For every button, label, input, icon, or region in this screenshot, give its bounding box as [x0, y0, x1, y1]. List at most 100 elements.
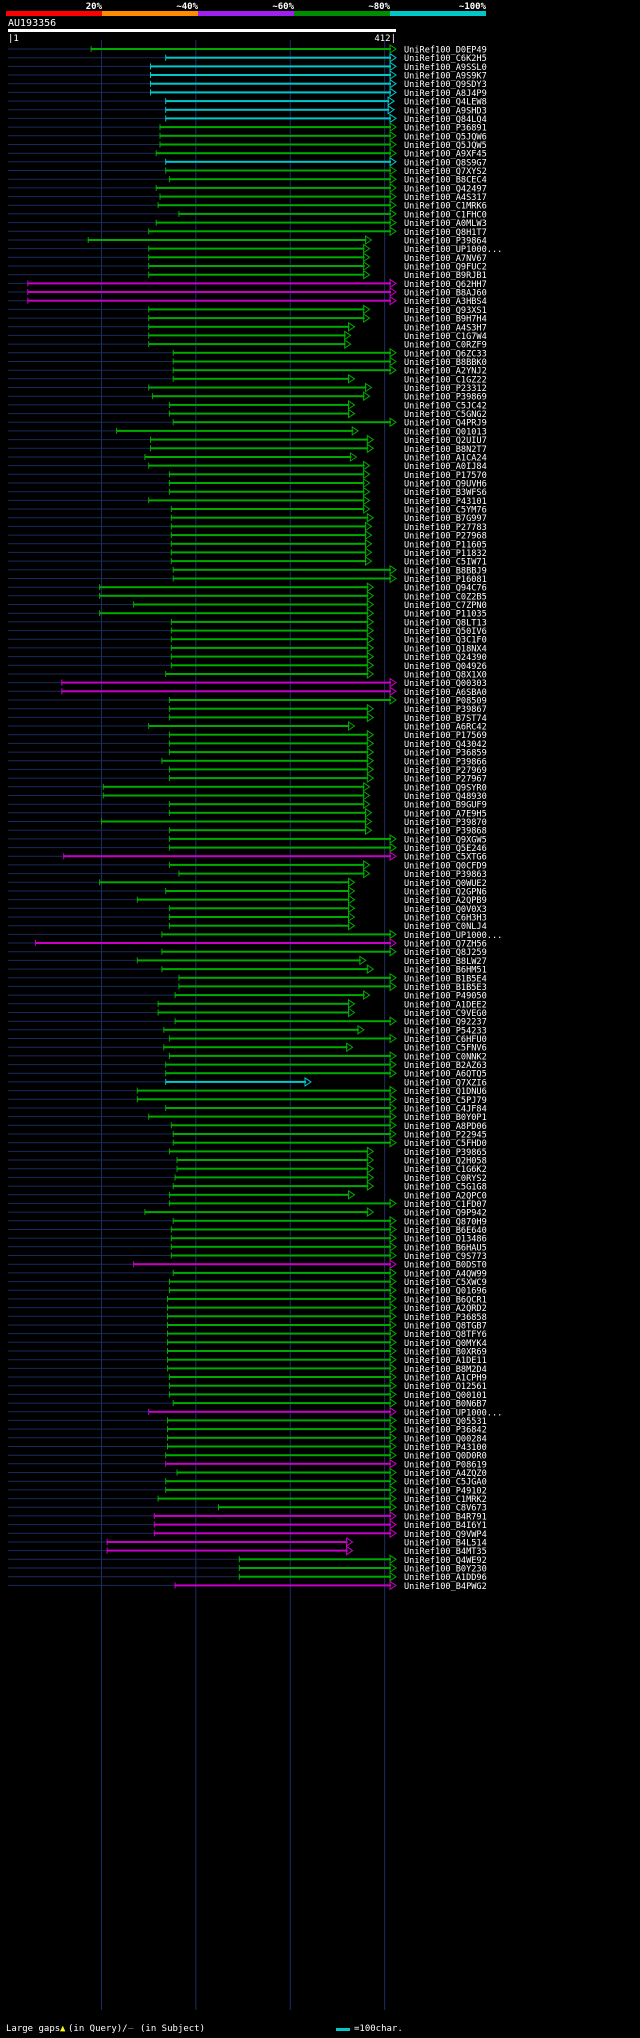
hit-label: UniRef100_Q4PRJ9 [404, 419, 487, 429]
hit-bar [169, 1289, 391, 1292]
hit-bar [171, 508, 365, 510]
hit-arrow-icon [365, 547, 373, 558]
hit-arrow-icon [389, 1198, 397, 1209]
hit-arrow-icon [389, 148, 397, 159]
hit-label: UniRef100_P23312 [404, 384, 487, 394]
hit-bar [167, 1358, 391, 1361]
hit-bar [160, 126, 391, 129]
hit-label: UniRef100_A1DD96 [404, 1573, 487, 1583]
hit-arrow-icon [366, 651, 375, 662]
hit-label: UniRef100_B4PWG2 [404, 1582, 487, 1592]
hit-label: UniRef100_O13486 [404, 1235, 487, 1245]
hit-arrow-icon [389, 1059, 397, 1070]
hit-arrow-icon [389, 833, 397, 844]
subject-gap-label: (in Subject) [140, 2024, 206, 2034]
footer-legend: Large gaps: ▲ (in Query)/ — (in Subject)… [0, 2018, 640, 2038]
hit-label: UniRef100_B0DST0 [404, 1261, 487, 1271]
hit-arrow-icon [389, 1563, 397, 1573]
hit-label: UniRef100_B0Y0P1 [404, 1113, 487, 1123]
hit-bar [154, 1532, 391, 1535]
hit-bar [88, 239, 367, 241]
hit-bar [165, 56, 391, 59]
hit-bar [171, 655, 369, 658]
hit-label: UniRef100_Q0WUE2 [404, 879, 487, 889]
hit-bar [163, 1046, 348, 1049]
hit-label: UniRef100_UP1000... [404, 1408, 502, 1418]
hit-arrow-icon [366, 764, 375, 775]
hit-bar [148, 247, 365, 250]
hit-bar [169, 1384, 391, 1387]
query-title: AU193356 [8, 18, 57, 29]
hit-label: UniRef100_Q9XGW5 [404, 835, 487, 845]
hit-bar [175, 994, 365, 997]
hit-arrow-icon [389, 1424, 397, 1435]
hit-arrow-icon [389, 1259, 397, 1270]
hit-label: UniRef100_P36842 [404, 1426, 487, 1436]
hit-arrow-icon [389, 347, 397, 358]
hit-arrow-icon [389, 1215, 397, 1226]
hit-label: UniRef100_C6HFU0 [404, 1035, 487, 1045]
hit-bar [169, 837, 391, 840]
hit-arrow-icon [389, 278, 397, 289]
hit-label: UniRef100_B4MT35 [404, 1547, 487, 1557]
hit-label: UniRef100_P11832 [404, 549, 487, 559]
hit-bar [169, 751, 369, 754]
hit-bar [148, 334, 346, 337]
hit-label: UniRef100_Q93XS1 [404, 306, 487, 316]
hit-arrow-icon [389, 208, 397, 219]
hit-bar [178, 212, 391, 215]
hit-bar [165, 890, 350, 892]
hit-bar [27, 282, 392, 285]
hit-arrow-icon [363, 859, 371, 870]
hit-arrow-icon [389, 1137, 397, 1148]
hit-bar [171, 664, 369, 667]
hit-arrow-icon [363, 486, 371, 497]
hit-bar [144, 456, 352, 458]
hit-bar [169, 412, 350, 415]
hit-label: UniRef100_Q42497 [404, 184, 487, 194]
hit-bar [165, 1488, 391, 1491]
hit-label: UniRef100_Q7ZH56 [404, 940, 487, 950]
hit-bar [99, 594, 369, 597]
hit-label: UniRef100_B8N2T7 [404, 445, 487, 455]
hit-bar [169, 829, 367, 832]
query-start-label: |1 [8, 34, 19, 44]
hit-bar [173, 421, 391, 424]
hit-label: UniRef100_A1CA24 [404, 454, 487, 464]
hit-label: UniRef100_A6QTQ5 [404, 1070, 487, 1080]
hit-label: UniRef100_P08509 [404, 697, 487, 707]
hit-bar [150, 438, 369, 441]
hit-bar [148, 464, 365, 467]
hit-arrow-icon [346, 1545, 354, 1556]
hit-bar [173, 1271, 391, 1274]
hit-bar [169, 1054, 391, 1057]
hit-label: UniRef100_Q92237 [404, 1018, 487, 1028]
hit-arrow-icon [366, 660, 375, 671]
hit-bar [169, 768, 369, 771]
hit-label: UniRef100_A8PD06 [404, 1122, 487, 1132]
hit-arrow-icon [389, 1519, 397, 1530]
hit-label: UniRef100_Q84LQ4 [404, 115, 487, 125]
hit-bar [178, 872, 365, 875]
hit-bar [171, 560, 367, 563]
hit-bar [171, 1228, 391, 1231]
hit-bar [173, 377, 350, 380]
hit-arrow-icon [366, 443, 375, 454]
hit-bar [165, 1480, 391, 1483]
hit-bar [169, 1280, 391, 1283]
hit-label: UniRef100_B8LW27 [404, 957, 487, 967]
hit-label: UniRef100_B4L514 [404, 1539, 487, 1549]
hit-bar [160, 134, 391, 137]
hit-label: UniRef100_Q0MYK4 [404, 1339, 487, 1349]
scale-label-20: 20% [86, 2, 103, 12]
hit-bar [137, 1089, 391, 1092]
hit-arrow-icon [348, 721, 356, 731]
scale-band-red [6, 11, 102, 16]
hit-arrow-icon [389, 1111, 397, 1122]
hit-arrow-icon [365, 538, 373, 549]
hit-label: UniRef100_Q4LEW8 [404, 98, 487, 108]
hit-label: UniRef100_B8M2D4 [404, 1365, 487, 1375]
hit-arrow-icon [363, 313, 371, 324]
hit-label: UniRef100_B9RJB1 [404, 271, 487, 281]
